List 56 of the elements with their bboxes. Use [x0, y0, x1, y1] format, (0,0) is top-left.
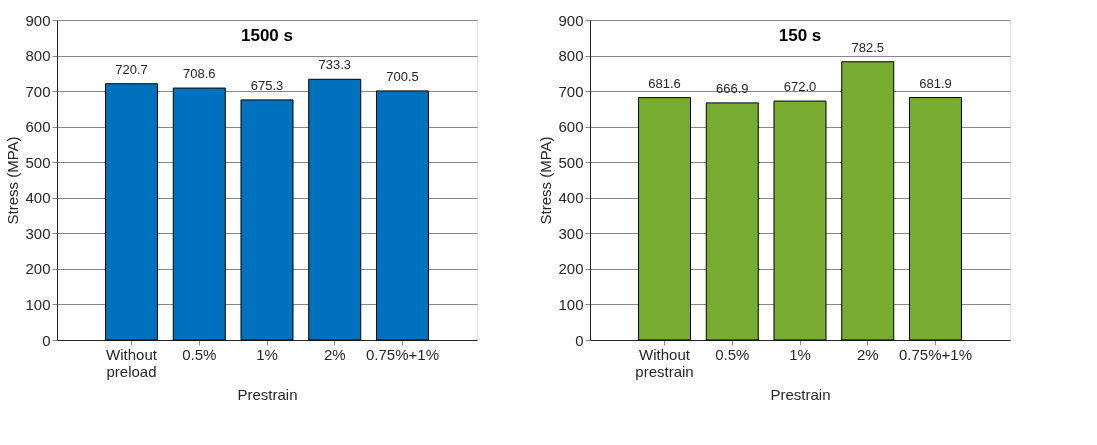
bar	[841, 61, 895, 341]
data-label: 675.3	[250, 77, 284, 93]
x-axis-title: Prestrain	[237, 385, 298, 403]
y-tick-label: 100	[558, 295, 584, 313]
y-tick-label: 600	[558, 118, 584, 136]
y-tick-label: 800	[558, 47, 584, 65]
data-label: 708.6	[182, 66, 216, 82]
x-tick-label: 2%	[323, 345, 346, 363]
y-tick-label: 800	[25, 47, 51, 65]
x-tick-label: 1%	[789, 345, 811, 363]
y-tick-label: 0	[575, 331, 584, 349]
x-tick-label: 1%	[256, 345, 278, 363]
data-label: 681.9	[919, 75, 952, 91]
bar	[172, 87, 226, 341]
y-tick-label: 300	[25, 224, 51, 242]
y-axis-title: Stress (MPA)	[4, 136, 22, 225]
chart-title: 1500 s	[241, 26, 293, 45]
y-tick-label: 300	[558, 224, 584, 242]
y-tick-label: 500	[25, 153, 51, 171]
y-tick-label: 400	[558, 189, 584, 207]
y-tick-label: 400	[25, 189, 51, 207]
bar	[773, 100, 827, 341]
y-tick-label: 900	[558, 11, 584, 29]
x-tick-label: 2%	[856, 345, 879, 363]
bar	[705, 102, 759, 341]
chart-title: 150 s	[778, 26, 822, 45]
y-tick-label: 200	[558, 260, 584, 278]
x-tick-label: Without prestrain	[635, 345, 694, 380]
data-label: 782.5	[851, 39, 885, 55]
y-axis-title: Stress (MPA)	[537, 136, 555, 225]
data-label: 700.5	[386, 68, 419, 84]
x-axis-title: Prestrain	[770, 385, 831, 403]
data-label: 733.3	[318, 57, 352, 73]
y-tick-label: 0	[42, 331, 51, 349]
bar	[375, 90, 429, 341]
bar	[240, 99, 294, 341]
y-tick-label: 200	[25, 260, 51, 278]
y-tick-label: 900	[25, 11, 51, 29]
y-tick-label: 700	[558, 82, 584, 100]
x-tick-label: 0.5%	[182, 345, 217, 363]
bar	[308, 78, 362, 341]
data-label: 720.7	[115, 61, 148, 77]
data-label: 672.0	[783, 79, 817, 95]
y-tick-label: 700	[25, 82, 51, 100]
x-tick-label: Without preload	[106, 345, 158, 380]
data-label: 681.6	[648, 75, 681, 91]
bar	[908, 97, 962, 341]
y-tick-label: 100	[25, 295, 51, 313]
y-tick-label: 600	[25, 118, 51, 136]
data-label: 666.9	[715, 80, 749, 96]
x-tick-label: 0.5%	[715, 345, 750, 363]
bar	[105, 83, 159, 341]
bar	[638, 97, 692, 341]
y-tick-label: 500	[558, 153, 584, 171]
x-tick-label: 0.75%+1%	[898, 345, 972, 363]
x-tick-label: 0.75%+1%	[365, 345, 439, 363]
